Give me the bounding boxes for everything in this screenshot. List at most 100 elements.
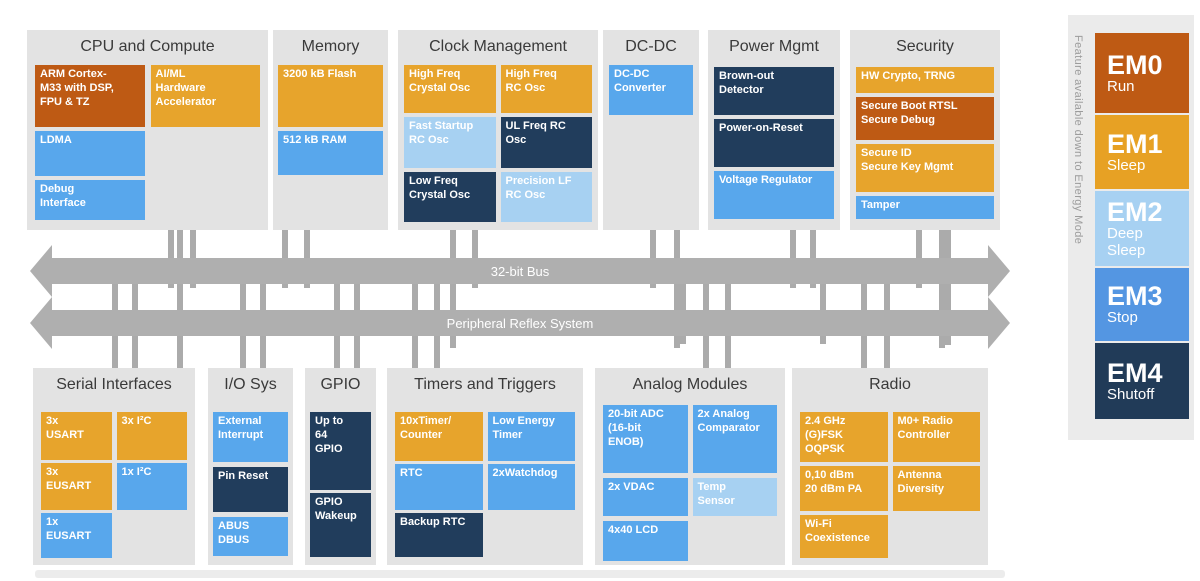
bus-32bit-label: 32-bit Bus bbox=[490, 263, 550, 279]
em-name: EM3 bbox=[1107, 281, 1163, 312]
block-io-sys: I/O Sys External Interrupt Pin Reset ABU… bbox=[208, 368, 293, 565]
em-desc: Stop bbox=[1107, 309, 1138, 327]
energy-mode-em0: EM0 Run bbox=[1095, 33, 1189, 113]
cell-2x-watchdog: 2xWatchdog bbox=[487, 464, 575, 510]
cell-arm-cortex-m33: ARM Cortex- M33 with DSP, FPU & TZ bbox=[35, 65, 145, 127]
em-desc: Run bbox=[1107, 77, 1135, 95]
energy-mode-legend: Feature available down to Energy Mode EM… bbox=[1068, 15, 1194, 440]
cell-ldma: LDMA bbox=[35, 131, 145, 176]
cell-3x-usart: 3x USART bbox=[41, 412, 112, 460]
cell-dcdc-converter: DC-DC Converter bbox=[609, 65, 693, 115]
block-memory: Memory 3200 kB Flash 512 kB RAM bbox=[273, 30, 388, 230]
block-title: Power Mgmt bbox=[729, 38, 819, 55]
block-timers-and-triggers: Timers and Triggers 10xTimer/ Counter Lo… bbox=[387, 368, 583, 565]
cell-m0-radio-controller: M0+ Radio Controller bbox=[892, 412, 980, 462]
energy-mode-em1: EM1 Sleep bbox=[1095, 115, 1189, 189]
cell-brownout-detector: Brown-out Detector bbox=[714, 67, 834, 115]
block-title: Radio bbox=[869, 376, 911, 393]
block-radio: Radio 2.4 GHz (G)FSK OQPSK M0+ Radio Con… bbox=[792, 368, 988, 565]
block-analog-modules: Analog Modules 20-bit ADC (16-bit ENOB) … bbox=[595, 368, 785, 565]
cell-gpio-wakeup: GPIO Wakeup bbox=[310, 493, 371, 557]
energy-mode-em3: EM3 Stop bbox=[1095, 268, 1189, 341]
em-desc: Sleep bbox=[1107, 156, 1146, 174]
cell-power-on-reset: Power-on-Reset bbox=[714, 119, 834, 167]
cell-rtc: RTC bbox=[395, 464, 483, 510]
empty-cell bbox=[893, 515, 981, 558]
block-power-mgmt: Power Mgmt Brown-out Detector Power-on-R… bbox=[708, 30, 840, 230]
em-name: EM2 bbox=[1107, 196, 1163, 227]
cell-wifi-coexistence: Wi-Fi Coexistence bbox=[800, 515, 888, 558]
cell-10x-timer-counter: 10xTimer/ Counter bbox=[395, 412, 483, 461]
cell-4x40-lcd: 4x40 LCD bbox=[603, 521, 688, 561]
cell-up-to-64-gpio: Up to 64 GPIO bbox=[310, 412, 371, 490]
block-clock-management: Clock Management High Freq Crystal Osc H… bbox=[398, 30, 598, 230]
block-title: CPU and Compute bbox=[80, 38, 215, 55]
cell-aiml-accelerator: AI/ML Hardware Accelerator bbox=[150, 65, 260, 127]
block-title: DC-DC bbox=[625, 38, 677, 55]
empty-cell bbox=[488, 513, 576, 557]
em-name: EM4 bbox=[1107, 357, 1163, 388]
energy-mode-em2: EM2 Deep Sleep bbox=[1095, 191, 1189, 266]
connector-line bbox=[939, 228, 945, 348]
cell-temp-sensor: Temp Sensor bbox=[692, 478, 777, 516]
cell-precision-lf-rc-osc: Precision LF RC Osc bbox=[500, 172, 592, 222]
block-title: Clock Management bbox=[429, 38, 567, 55]
empty-cell bbox=[693, 521, 778, 561]
cell-external-interrupt: External Interrupt bbox=[213, 412, 288, 462]
cell-hw-crypto-trng: HW Crypto, TRNG bbox=[856, 67, 994, 93]
cell-fast-startup-rc-osc: Fast Startup RC Osc bbox=[404, 117, 496, 168]
cell-20bit-adc: 20-bit ADC (16-bit ENOB) bbox=[603, 405, 688, 473]
block-cpu-and-compute: CPU and Compute ARM Cortex- M33 with DSP… bbox=[27, 30, 268, 230]
cell-hf-crystal-osc: High Freq Crystal Osc bbox=[404, 65, 496, 113]
cell-voltage-regulator: Voltage Regulator bbox=[714, 171, 834, 219]
cell-low-energy-timer: Low Energy Timer bbox=[487, 412, 575, 461]
em-desc: Shutoff bbox=[1107, 385, 1155, 403]
connector-line bbox=[945, 228, 951, 345]
cell-ul-freq-rc-osc: UL Freq RC Osc bbox=[500, 117, 592, 168]
block-title: Memory bbox=[301, 38, 360, 55]
block-serial-interfaces: Serial Interfaces 3x USART 3x I²C 3x EUS… bbox=[33, 368, 195, 565]
cell-pin-reset: Pin Reset bbox=[213, 467, 288, 512]
cell-abus-dbus: ABUS DBUS bbox=[213, 517, 288, 556]
cell-3x-i2c: 3x I²C bbox=[116, 412, 187, 460]
connector-line bbox=[177, 228, 183, 368]
em-name: EM1 bbox=[1107, 128, 1163, 159]
energy-mode-em4: EM4 Shutoff bbox=[1095, 343, 1189, 419]
block-title: Timers and Triggers bbox=[414, 376, 556, 393]
block-title: Serial Interfaces bbox=[56, 376, 172, 393]
cell-1x-i2c: 1x I²C bbox=[116, 463, 187, 510]
block-title: Analog Modules bbox=[632, 376, 748, 393]
block-dcdc: DC-DC DC-DC Converter bbox=[603, 30, 699, 230]
cell-ram: 512 kB RAM bbox=[278, 131, 383, 175]
cell-secure-boot: Secure Boot RTSL Secure Debug bbox=[856, 97, 994, 140]
cell-lf-crystal-osc: Low Freq Crystal Osc bbox=[404, 172, 496, 222]
cell-secure-id-key-mgmt: Secure ID Secure Key Mgmt bbox=[856, 144, 994, 192]
empty-cell bbox=[117, 513, 188, 558]
cell-3x-eusart: 3x EUSART bbox=[41, 463, 112, 510]
block-title: Security bbox=[896, 38, 954, 55]
bus-32bit: 32-bit Bus bbox=[30, 245, 1010, 297]
cell-24ghz-gfsk-oqpsk: 2.4 GHz (G)FSK OQPSK bbox=[800, 412, 888, 462]
cell-2x-vdac: 2x VDAC bbox=[603, 478, 688, 516]
cell-antenna-diversity: Antenna Diversity bbox=[892, 466, 980, 511]
bus-prs-label: Peripheral Reflex System bbox=[446, 315, 594, 331]
footer-shadow-strip bbox=[35, 570, 1005, 578]
em-desc: Deep Sleep bbox=[1107, 225, 1146, 259]
cell-dbm-pa: 0,10 dBm 20 dBm PA bbox=[800, 466, 888, 511]
cell-hf-rc-osc: High Freq RC Osc bbox=[500, 65, 592, 113]
cell-1x-eusart: 1x EUSART bbox=[41, 513, 112, 558]
cell-tamper: Tamper bbox=[856, 196, 994, 219]
empty-cell bbox=[151, 131, 261, 176]
cell-debug-interface: Debug Interface bbox=[35, 180, 145, 220]
bus-peripheral-reflex-system: Peripheral Reflex System bbox=[30, 297, 1010, 349]
block-title: I/O Sys bbox=[224, 376, 277, 393]
cell-2x-analog-comparator: 2x Analog Comparator bbox=[692, 405, 777, 473]
connector-line bbox=[674, 228, 680, 348]
block-title: GPIO bbox=[320, 376, 361, 393]
connector-line bbox=[450, 228, 456, 348]
energy-mode-caption: Feature available down to Energy Mode bbox=[1072, 35, 1084, 245]
cell-backup-rtc: Backup RTC bbox=[395, 513, 483, 557]
cell-flash: 3200 kB Flash bbox=[278, 65, 383, 127]
block-gpio: GPIO Up to 64 GPIO GPIO Wakeup bbox=[305, 368, 376, 565]
